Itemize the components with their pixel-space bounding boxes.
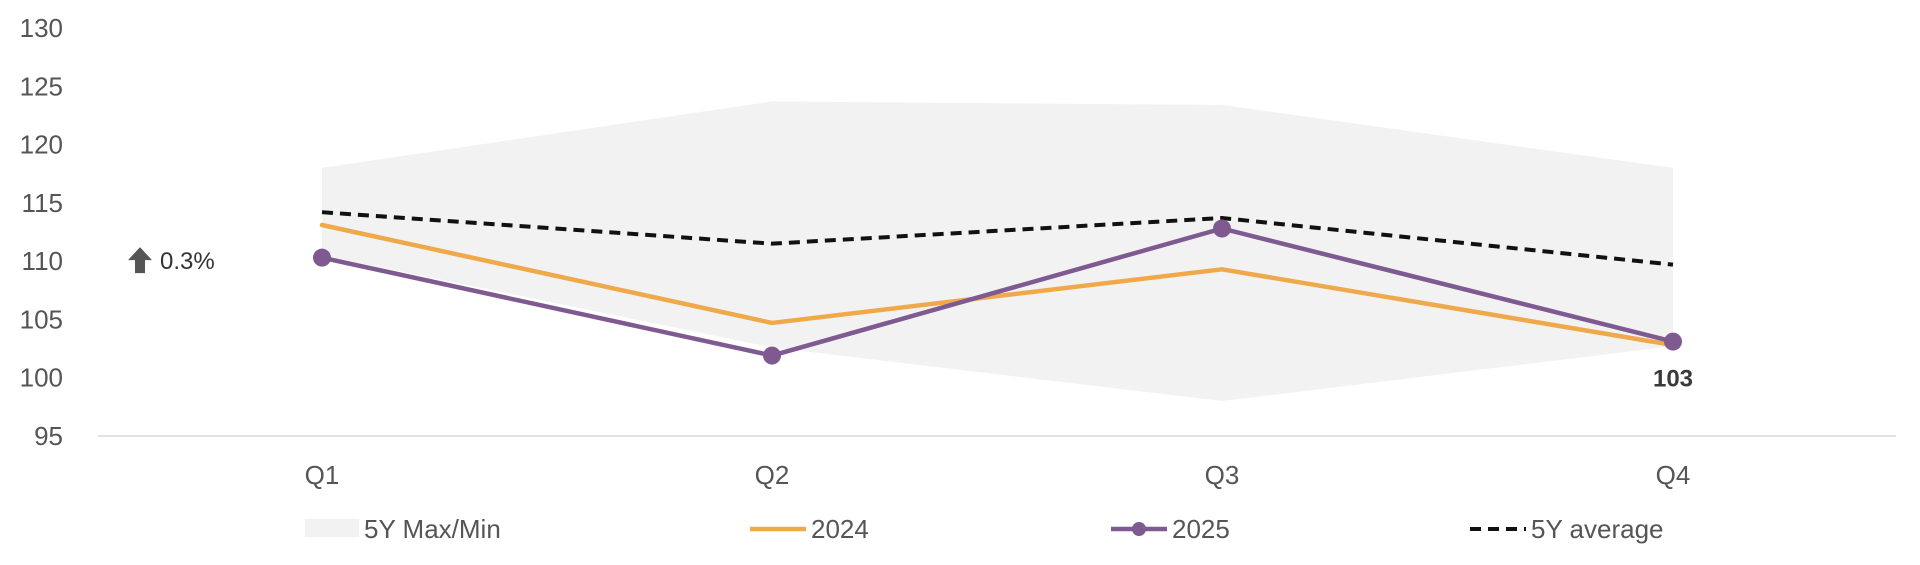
change-annotation: 0.3% <box>160 248 215 275</box>
series-point-2025 <box>313 248 331 267</box>
legend-item-5y-average: 5Y average <box>1470 514 1664 544</box>
series-layer <box>313 210 1682 365</box>
y-tick-label: 125 <box>20 71 63 101</box>
legend-item-2024: 2024 <box>750 514 869 544</box>
y-tick-label: 120 <box>20 130 63 160</box>
series-point-2025 <box>1213 219 1231 238</box>
y-tick-label: 95 <box>34 421 63 451</box>
legend-marker-2025 <box>1132 522 1146 536</box>
y-tick-label: 100 <box>20 363 63 393</box>
legend: 5Y Max/Min 2024 2025 5Y average <box>305 514 1664 544</box>
y-axis-ticks: 95 100 105 110 115 120 125 130 <box>20 13 63 451</box>
band-layer <box>322 101 1673 402</box>
series-point-2025 <box>1664 332 1682 351</box>
up-arrow-icon <box>128 247 152 274</box>
data-label-last-value: 103 <box>1653 366 1693 393</box>
y-tick-label: 110 <box>22 246 63 276</box>
legend-label-2025: 2025 <box>1172 514 1230 544</box>
series-line-2025 <box>319 226 1676 358</box>
x-tick-label: Q1 <box>305 460 340 490</box>
x-tick-label: Q2 <box>755 460 790 490</box>
x-tick-label: Q3 <box>1205 460 1240 490</box>
y-tick-label: 105 <box>20 304 63 334</box>
annotations: 0.3% 103 <box>128 247 1693 393</box>
legend-item-2025: 2025 <box>1111 514 1230 544</box>
series-line-5y-average <box>321 210 1674 267</box>
y-tick-label: 115 <box>22 188 63 218</box>
series-point-2025 <box>763 346 781 365</box>
legend-label-5y-average: 5Y average <box>1531 514 1664 544</box>
legend-label-band: 5Y Max/Min <box>364 514 501 544</box>
legend-swatch-band <box>305 519 359 537</box>
x-tick-label: Q4 <box>1656 460 1691 490</box>
series-line-2024 <box>319 222 1676 348</box>
band-area-5y-max-min <box>322 101 1673 402</box>
legend-label-2024: 2024 <box>811 514 869 544</box>
legend-item-band: 5Y Max/Min <box>305 514 501 544</box>
x-axis-ticks: Q1 Q2 Q3 Q4 <box>305 460 1691 490</box>
y-tick-label: 130 <box>20 13 63 43</box>
